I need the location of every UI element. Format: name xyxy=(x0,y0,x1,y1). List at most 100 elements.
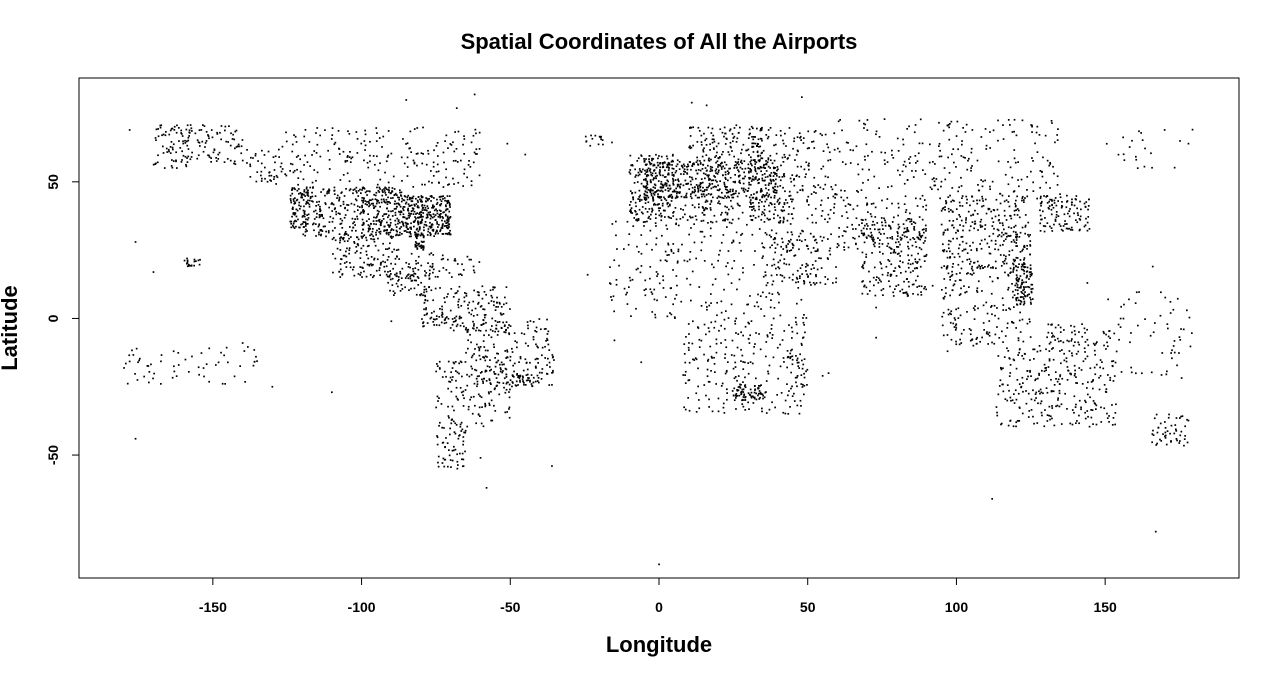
airport-point xyxy=(797,150,799,153)
airport-point xyxy=(958,214,960,216)
airport-point xyxy=(733,164,736,167)
airport-point xyxy=(1015,233,1017,236)
airport-point xyxy=(723,126,726,129)
airport-point xyxy=(781,156,784,159)
airport-point xyxy=(999,254,1002,256)
airport-point xyxy=(750,203,752,205)
airport-point xyxy=(254,153,257,155)
airport-point xyxy=(722,219,724,222)
airport-point xyxy=(519,357,522,360)
airport-point xyxy=(319,208,321,211)
airport-point xyxy=(907,241,909,244)
airport-point xyxy=(396,255,398,258)
airport-point xyxy=(896,253,899,255)
airport-point xyxy=(415,262,418,265)
airport-point xyxy=(804,331,806,334)
airport-point xyxy=(418,213,420,215)
airport-point xyxy=(413,161,416,164)
airport-point xyxy=(481,371,483,373)
airport-point xyxy=(1026,248,1028,250)
airport-point xyxy=(766,334,769,336)
airport-point xyxy=(654,191,656,193)
airport-point xyxy=(732,394,735,397)
airport-point xyxy=(188,129,191,132)
airport-point xyxy=(1013,157,1016,160)
airport-point xyxy=(658,171,661,174)
airport-point xyxy=(874,216,877,218)
airport-point xyxy=(791,337,793,339)
airport-point xyxy=(443,225,446,227)
airport-point xyxy=(420,293,423,295)
airport-point xyxy=(664,216,666,218)
airport-point xyxy=(478,174,481,177)
airport-point xyxy=(764,200,767,203)
airport-point xyxy=(852,236,854,239)
airport-point xyxy=(291,150,294,153)
airport-point xyxy=(344,231,347,233)
airport-point xyxy=(736,389,738,391)
airport-point xyxy=(292,208,294,210)
airport-point xyxy=(434,233,437,235)
airport-point xyxy=(428,286,430,289)
airport-point xyxy=(293,134,295,136)
airport-point xyxy=(820,199,823,202)
airport-point xyxy=(706,207,708,210)
airport-point xyxy=(407,228,410,230)
airport-point xyxy=(755,392,757,395)
airport-point xyxy=(290,222,292,225)
airport-point xyxy=(955,231,957,234)
airport-point xyxy=(887,259,890,261)
airport-point xyxy=(659,212,662,215)
airport-point xyxy=(701,190,704,193)
airport-point xyxy=(631,212,634,214)
airport-point xyxy=(425,313,428,316)
airport-point xyxy=(482,323,484,325)
airport-point xyxy=(753,397,756,400)
airport-point xyxy=(482,319,485,321)
airport-point xyxy=(680,173,682,175)
airport-point xyxy=(476,343,478,346)
airport-point xyxy=(719,196,722,199)
airport-point xyxy=(731,190,734,193)
airport-point xyxy=(385,188,388,190)
airport-point xyxy=(909,220,911,223)
airport-point xyxy=(478,354,481,357)
airport-point xyxy=(980,179,982,181)
airport-point xyxy=(806,217,809,220)
airport-point xyxy=(773,179,775,182)
airport-point xyxy=(452,329,455,332)
airport-point xyxy=(473,323,475,325)
airport-point xyxy=(360,271,362,274)
airport-point xyxy=(477,303,479,305)
airport-point xyxy=(657,157,659,160)
airport-point xyxy=(783,330,786,332)
airport-point xyxy=(292,198,295,200)
airport-point xyxy=(710,201,713,203)
airport-point xyxy=(368,264,371,267)
airport-point xyxy=(536,357,538,360)
airport-point xyxy=(967,159,969,162)
airport-point xyxy=(923,231,925,234)
airport-point xyxy=(824,218,826,221)
airport-point xyxy=(278,156,280,158)
airport-point xyxy=(190,127,193,130)
airport-point xyxy=(976,260,979,263)
airport-point xyxy=(953,200,955,202)
airport-point xyxy=(949,240,952,243)
airport-point xyxy=(664,296,667,298)
airport-point xyxy=(798,132,801,135)
airport-point xyxy=(362,200,365,202)
airport-point xyxy=(448,416,450,419)
airport-point xyxy=(340,236,342,238)
airport-point xyxy=(443,427,445,429)
airport-point xyxy=(788,206,791,208)
airport-point xyxy=(411,207,414,209)
airport-point xyxy=(981,264,983,267)
airport-point xyxy=(733,127,736,129)
airport-point xyxy=(322,225,325,228)
airport-point xyxy=(399,270,401,273)
airport-point xyxy=(655,217,657,219)
airport-point xyxy=(644,186,647,188)
airport-point xyxy=(356,218,359,220)
airport-point xyxy=(594,134,597,137)
